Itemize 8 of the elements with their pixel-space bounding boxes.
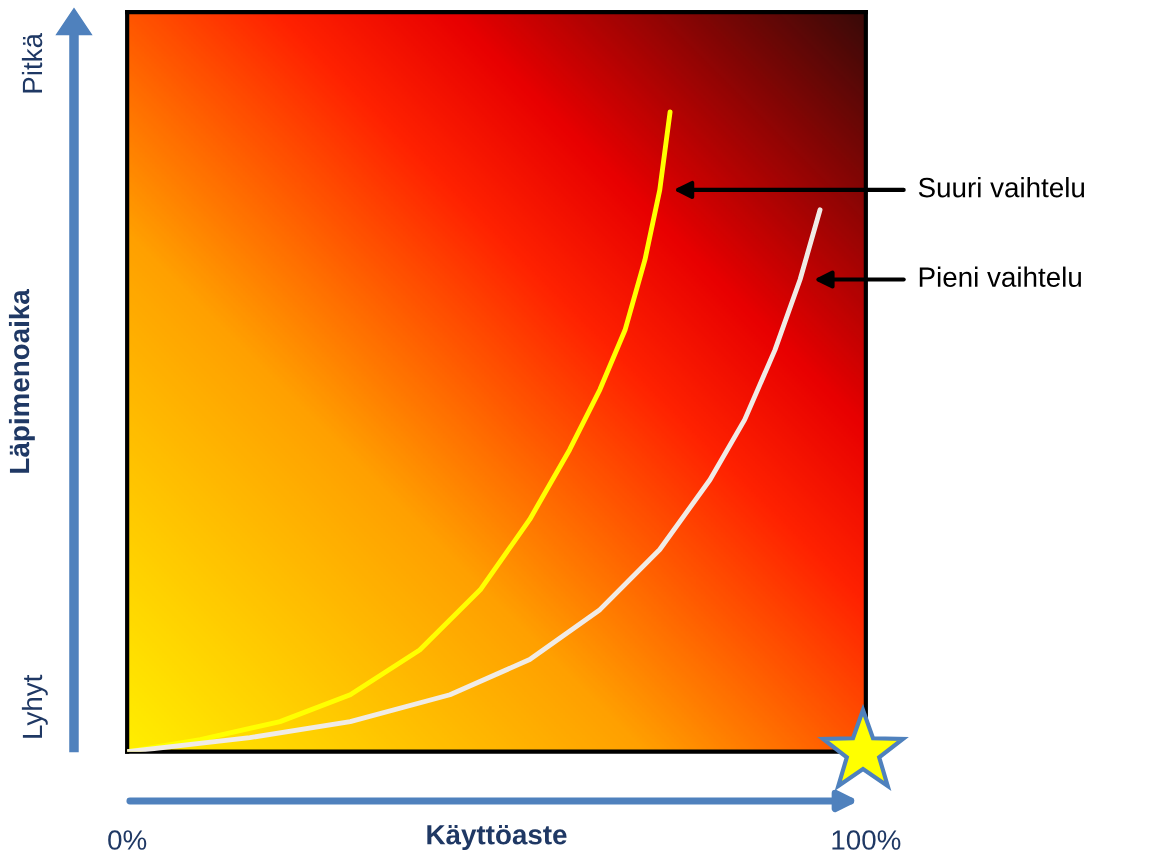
- text: Pieni vaihtelu: [919, 266, 1081, 287]
- y-axis-title: Läpimenoaika: [8, 289, 35, 473]
- text: Pitkä: [21, 32, 43, 93]
- x-axis-title: Käyttöaste: [427, 825, 567, 851]
- x-tick-label: 100%: [832, 830, 901, 850]
- text: Lyhyt: [21, 674, 48, 738]
- x-tick-label: 0%: [108, 830, 147, 850]
- text: Suuri vaihtelu: [918, 177, 1085, 198]
